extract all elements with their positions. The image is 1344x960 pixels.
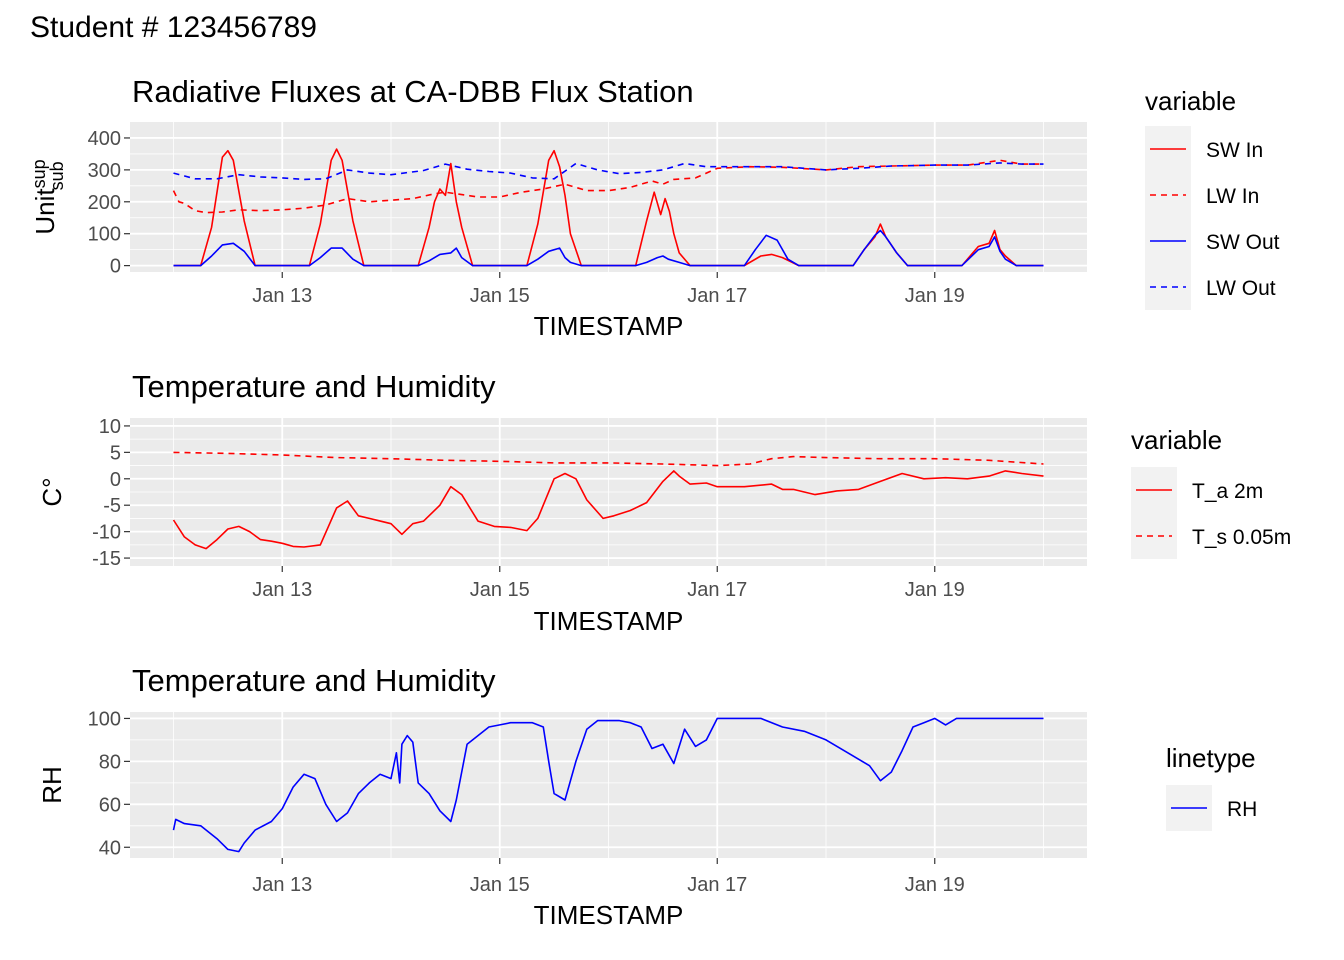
x-tick-label: Jan 17 (687, 285, 747, 307)
y-tick-label: 0 (110, 469, 121, 491)
x-tick-label: Jan 19 (905, 874, 965, 896)
legend-title: variable (1145, 86, 1236, 116)
series-line-lw-out (173, 162, 1044, 181)
x-tick-label: Jan 19 (905, 579, 965, 601)
y-tick-label: 40 (99, 837, 121, 859)
legend-title: linetype (1166, 743, 1256, 773)
x-tick-label: Jan 17 (687, 579, 747, 601)
series-line-t-a-2m (172, 470, 1044, 550)
y-tick-label: 100 (88, 708, 121, 730)
legend-label: SW In (1206, 139, 1263, 162)
y-axis-label: RH (37, 766, 67, 804)
x-tick-label: Jan 15 (470, 874, 530, 896)
legend: variable SW In LW In SW Out LW Out (1145, 86, 1280, 310)
y-tick-label: 60 (99, 794, 121, 816)
y-tick-label: -15 (92, 548, 121, 570)
y-tick-label: 300 (88, 160, 121, 182)
legend-label: LW In (1206, 185, 1259, 208)
panel-title: Temperature and Humidity (132, 663, 496, 698)
y-tick-label: -5 (103, 495, 121, 517)
y-axis-label: Unitsupsub (29, 159, 67, 234)
legend-label: SW Out (1206, 231, 1280, 254)
y-tick-label: 10 (99, 416, 121, 438)
x-tick-label: Jan 17 (687, 874, 747, 896)
legend: variable T_a 2m T_s 0.05m (1131, 425, 1291, 559)
y-tick-label: 400 (88, 128, 121, 150)
x-tick-label: Jan 13 (252, 579, 312, 601)
series-line-t-s-0-05m (173, 451, 1044, 467)
y-tick-label: 200 (88, 192, 121, 214)
x-tick-label: Jan 19 (905, 285, 965, 307)
x-tick-label: Jan 13 (252, 285, 312, 307)
y-axis-label: C° (37, 477, 67, 506)
legend: linetype RH (1166, 743, 1257, 831)
y-tick-label: 5 (110, 442, 121, 464)
x-axis-label: TIMESTAMP (534, 900, 684, 930)
panel-1: 0 100 200 300 400 Jan 13 Jan 15 Jan 17 Jan 19 Rad… (29, 74, 1280, 341)
panel-title: Radiative Fluxes at CA-DBB Flux Station (132, 74, 694, 109)
legend-title: variable (1131, 425, 1222, 455)
panel-2: -15 -10 -5 0 5 10 Jan 13 Jan 15 Jan 17 Jan 19 Temp… (37, 369, 1291, 636)
y-tick-label: -10 (92, 522, 121, 544)
series-line-rh (172, 717, 1044, 853)
y-tick-label: 0 (110, 256, 121, 278)
y-tick-label: 100 (88, 224, 121, 246)
x-tick-label: Jan 15 (470, 285, 530, 307)
figure-title: Student # 123456789 (30, 11, 317, 44)
series-line-sw-out (173, 229, 1044, 267)
series-line-lw-in (172, 159, 1044, 214)
panel-title: Temperature and Humidity (132, 369, 496, 404)
x-axis-label: TIMESTAMP (534, 606, 684, 636)
x-axis-label: TIMESTAMP (534, 311, 684, 341)
panel-3: 40 60 80 100 Jan 13 Jan 15 Jan 17 Jan 19 Tempera… (37, 663, 1257, 930)
legend-label: RH (1227, 798, 1257, 821)
y-tick-label: 80 (99, 751, 121, 773)
x-tick-label: Jan 15 (470, 579, 530, 601)
legend-label: T_s 0.05m (1192, 526, 1291, 549)
legend-label: T_a 2m (1192, 480, 1263, 503)
x-tick-label: Jan 13 (252, 874, 312, 896)
legend-label: LW Out (1206, 277, 1276, 300)
